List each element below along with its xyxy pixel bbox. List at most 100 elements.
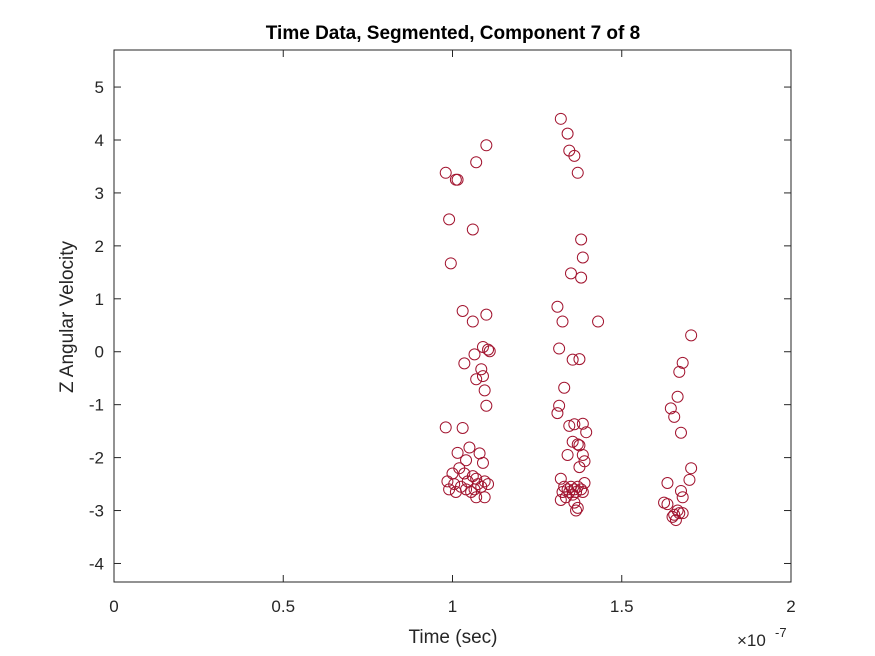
scatter-point [556,315,569,328]
scatter-point [439,166,452,179]
scatter-point [444,257,457,270]
scatter-point [475,480,488,493]
scatter-point [668,410,681,423]
x-exponent-base: ×10 [737,631,766,650]
scatter-point [480,308,493,321]
x-tick-label: 0.5 [271,597,295,616]
y-tick-label: -4 [89,554,104,573]
scatter-point [451,446,464,459]
scatter-point [559,491,572,504]
scatter-point [674,426,687,439]
y-tick-label: 5 [95,78,104,97]
scatter-point [475,363,488,376]
y-tick-label: -1 [89,396,104,415]
scatter-point [576,486,589,499]
y-tick-label: -3 [89,502,104,521]
scatter-point [561,448,574,461]
scatter-point [478,384,491,397]
scatter-point [466,315,479,328]
scatter-point [456,421,469,434]
scatter-point [571,438,584,451]
scatter-point [576,417,589,430]
chart-title: Time Data, Segmented, Component 7 of 8 [266,23,640,44]
scatter-point [443,483,456,496]
data-points [439,112,698,527]
scatter-point [458,357,471,370]
scatter-point [470,156,483,169]
scatter-point [571,501,584,514]
scatter-point [554,472,567,485]
scatter-point [592,315,605,328]
scatter-point [573,353,586,366]
plot-area [114,50,791,582]
y-axis-label: Z Angular Velocity [57,240,78,393]
scatter-point [551,300,564,313]
scatter-point [676,356,689,369]
scatter-point [661,498,674,511]
x-tick-label: 1 [448,597,457,616]
y-tick-label: 3 [95,184,104,203]
scatter-point [568,149,581,162]
scatter-point [664,402,677,415]
scatter-point [685,329,698,342]
scatter-point [468,348,481,361]
scatter-point [456,304,469,317]
x-exponent-power: -7 [775,625,787,640]
scatter-point [563,419,576,432]
scatter-point [575,233,588,246]
scatter-point [673,507,686,520]
scatter-point [561,127,574,140]
scatter-point [575,271,588,284]
y-axis-ticks: -4 -3 -2 -1 0 1 2 3 4 5 [89,78,791,573]
scatter-point [476,370,489,383]
scatter-point [480,139,493,152]
scatter-point [671,390,684,403]
scatter-point [476,456,489,469]
scatter-point [480,399,493,412]
scatter-point [451,173,464,186]
y-tick-label: 0 [95,343,104,362]
scatter-point [571,166,584,179]
scatter-point [466,223,479,236]
scatter-point [478,491,491,504]
x-axis-exponent: ×10 -7 [737,625,787,650]
scatter-point [551,407,564,420]
y-tick-label: -2 [89,449,104,468]
scatter-point [685,462,698,475]
scatter-point [576,251,589,264]
scatter-point [676,491,689,504]
x-tick-label: 1.5 [610,597,634,616]
x-axis-ticks: 0 0.5 1 1.5 2 [109,50,796,616]
scatter-point [558,381,571,394]
scatter-point [470,373,483,386]
scatter-point [683,473,696,486]
scatter-point [458,467,471,480]
scatter-point [673,365,686,378]
scatter-point [576,448,589,461]
scatter-point [568,418,581,431]
scatter-point [564,267,577,280]
scatter-point [463,441,476,454]
scatter-point [661,477,674,490]
x-tick-label: 0 [109,597,118,616]
scatter-point [468,483,481,496]
scatter-point [482,343,495,356]
scatter-point [443,213,456,226]
x-axis-label: Time (sec) [408,627,497,648]
scatter-point [566,353,579,366]
scatter-point [669,514,682,527]
scatter-point [554,112,567,125]
scatter-point [553,399,566,412]
scatter-point [570,504,583,517]
scatter-point [483,345,496,358]
scatter-point [666,510,679,523]
y-tick-label: 1 [95,290,104,309]
scatter-point [482,478,495,491]
y-tick-label: 4 [95,131,104,150]
scatter-point [674,484,687,497]
x-tick-label: 2 [786,597,795,616]
scatter-point [578,477,591,490]
scatter-point [553,342,566,355]
scatter-point [668,508,681,521]
